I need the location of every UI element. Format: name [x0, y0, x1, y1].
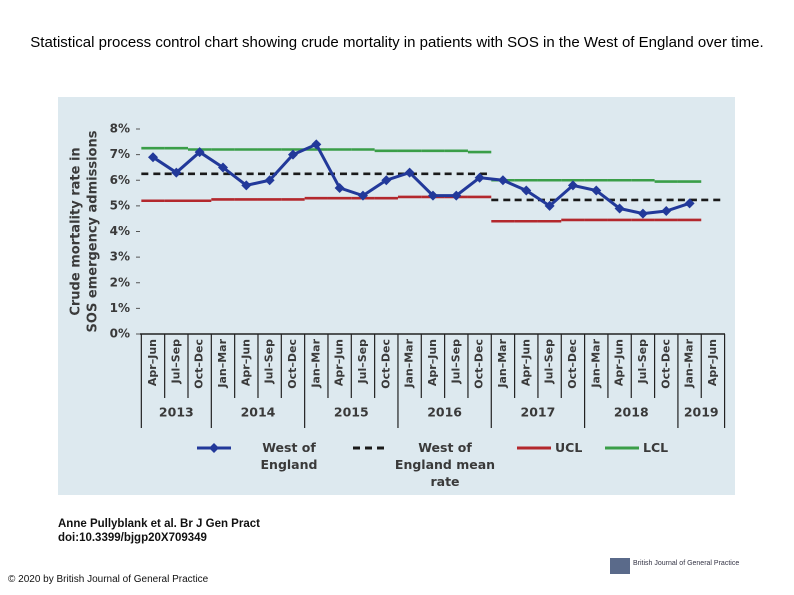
x-tick-label: Apr–Jun	[519, 339, 532, 386]
data-point	[311, 139, 322, 150]
y-tick-label: 0%	[110, 327, 130, 341]
data-point	[567, 180, 578, 191]
x-tick-label: Apr–Jun	[239, 339, 252, 386]
x-tick-label: Oct–Dec	[379, 339, 392, 389]
data-point	[404, 167, 415, 178]
data-point	[637, 208, 648, 219]
data-point	[684, 198, 695, 209]
data-point	[148, 152, 158, 163]
x-tick-label: Jul–Sep	[449, 339, 462, 385]
y-tick-label: 7%	[110, 147, 130, 161]
x-tick-label: Jul–Sep	[169, 339, 182, 385]
legend-label: West of England mean rate	[394, 440, 496, 489]
x-tick-label: Jan–Mar	[309, 338, 322, 388]
x-tick-label: Apr–Jun	[426, 339, 439, 386]
legend-label: UCL	[555, 440, 583, 455]
year-label: 2017	[521, 405, 556, 420]
x-tick-label: Apr–Jun	[333, 339, 346, 386]
logo: British Journal of General Practice	[633, 560, 740, 567]
legend-label: West of England	[260, 440, 318, 472]
year-label: 2018	[614, 405, 649, 420]
x-tick-label: Apr–Jun	[706, 339, 719, 386]
x-tick-label: Jan–Mar	[403, 338, 416, 388]
data-point	[544, 200, 555, 211]
logo-icon	[610, 558, 630, 574]
x-tick-label: Jan–Mar	[216, 338, 229, 388]
x-tick-label: Jan–Mar	[589, 338, 602, 388]
x-tick-label: Jan–Mar	[496, 338, 509, 388]
citation: Anne Pullyblank et al. Br J Gen Pract	[58, 518, 260, 530]
y-tick-label: 6%	[110, 173, 130, 187]
data-point	[264, 175, 275, 186]
data-point	[614, 203, 625, 214]
year-label: 2014	[241, 405, 276, 420]
y-tick-label: 3%	[110, 250, 130, 264]
data-point	[381, 175, 392, 186]
x-tick-label: Apr–Jun	[613, 339, 626, 386]
x-tick-label: Oct–Dec	[286, 339, 299, 389]
data-point	[474, 172, 485, 183]
data-point	[241, 180, 252, 191]
y-axis-label: SOS emergency admissions	[86, 130, 101, 332]
data-point	[427, 190, 438, 201]
data-point	[357, 190, 368, 201]
data-point	[497, 175, 508, 186]
x-tick-label: Oct–Dec	[193, 339, 206, 389]
y-tick-label: 2%	[110, 275, 130, 289]
y-tick-label: 1%	[110, 301, 130, 315]
data-point	[287, 149, 298, 160]
year-label: 2015	[334, 405, 369, 420]
x-tick-label: Apr–Jun	[146, 339, 159, 386]
year-label: 2013	[159, 405, 194, 420]
year-label: 2016	[427, 405, 462, 420]
legend-label: LCL	[643, 440, 669, 455]
data-point	[591, 185, 602, 196]
data-point	[217, 162, 228, 173]
data-line	[152, 142, 691, 216]
data-point	[194, 147, 205, 158]
data-point	[171, 167, 182, 178]
x-tick-label: Oct–Dec	[659, 339, 672, 389]
x-tick-label: Jan–Mar	[683, 338, 696, 388]
x-tick-label: Jul–Sep	[636, 339, 649, 385]
chart-panel	[58, 97, 735, 495]
year-label: 2019	[684, 405, 719, 420]
data-point	[451, 190, 462, 201]
legend-marker	[209, 443, 219, 453]
y-tick-label: 5%	[110, 198, 130, 212]
data-point	[521, 185, 532, 196]
citation: doi:10.3399/bjgp20X709349	[58, 532, 207, 544]
x-tick-label: Jul–Sep	[543, 339, 556, 385]
x-tick-label: Oct–Dec	[473, 339, 486, 389]
x-tick-label: Jul–Sep	[263, 339, 276, 385]
x-tick-label: Jul–Sep	[356, 339, 369, 385]
data-point	[661, 206, 672, 216]
data-point	[334, 182, 345, 193]
title: Statistical process control chart showin…	[30, 34, 764, 51]
y-tick-label: 4%	[110, 224, 130, 238]
copyright: © 2020 by British Journal of General Pra…	[8, 574, 209, 585]
y-tick-label: 8%	[110, 122, 130, 136]
y-axis-label: Crude mortality rate in	[69, 147, 84, 315]
x-tick-label: Oct–Dec	[566, 339, 579, 389]
